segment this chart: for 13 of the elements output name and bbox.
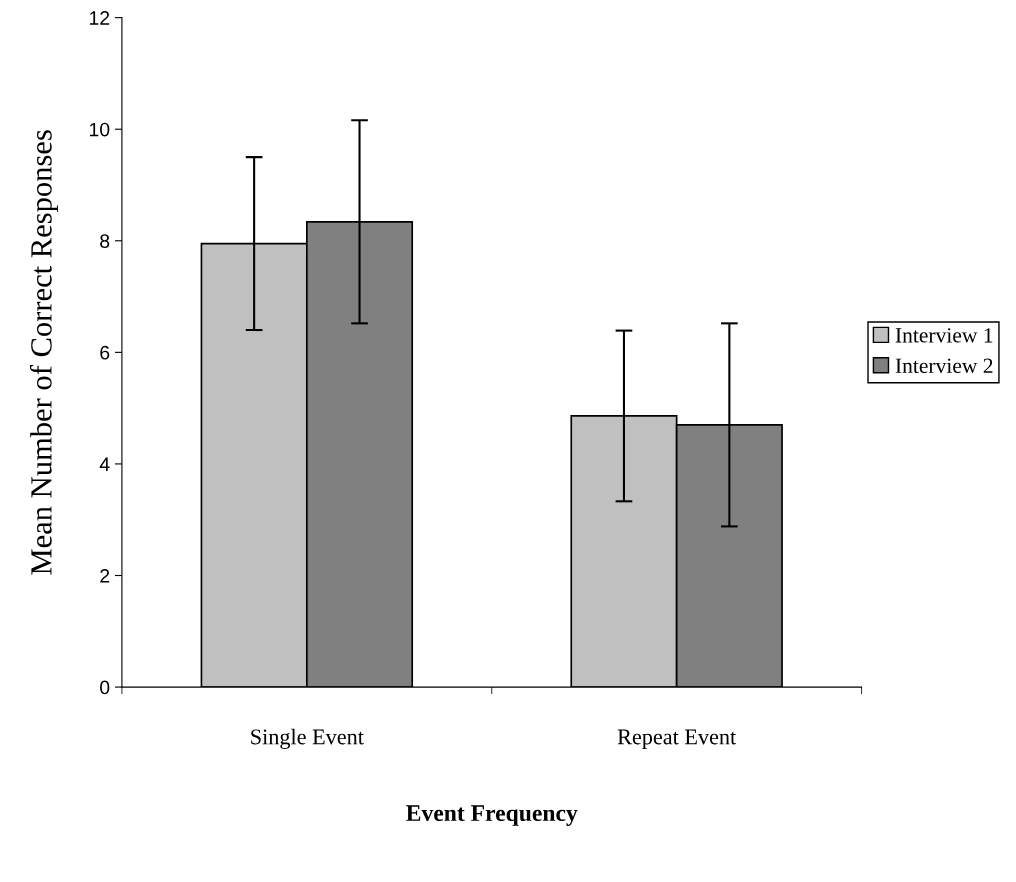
y-tick-label: 12	[89, 11, 110, 25]
y-tick-label: 0	[100, 680, 110, 695]
y-tick-label: 2	[100, 568, 110, 583]
y-tick-label: 4	[99, 457, 110, 471]
y-tick-label: 8	[100, 234, 110, 249]
y-tick-label: 6	[100, 345, 110, 360]
legend-label: Interview 2	[895, 358, 993, 374]
y-axis-title: Mean Number of Correct Responses	[29, 130, 58, 575]
x-axis-title: Event Frequency	[406, 805, 578, 826]
legend-label: Interview 1	[895, 328, 993, 343]
x-tick-label: Repeat Event	[617, 729, 737, 749]
x-tick-label: Single Event	[251, 728, 364, 749]
y-tick-label: 10	[89, 122, 110, 137]
